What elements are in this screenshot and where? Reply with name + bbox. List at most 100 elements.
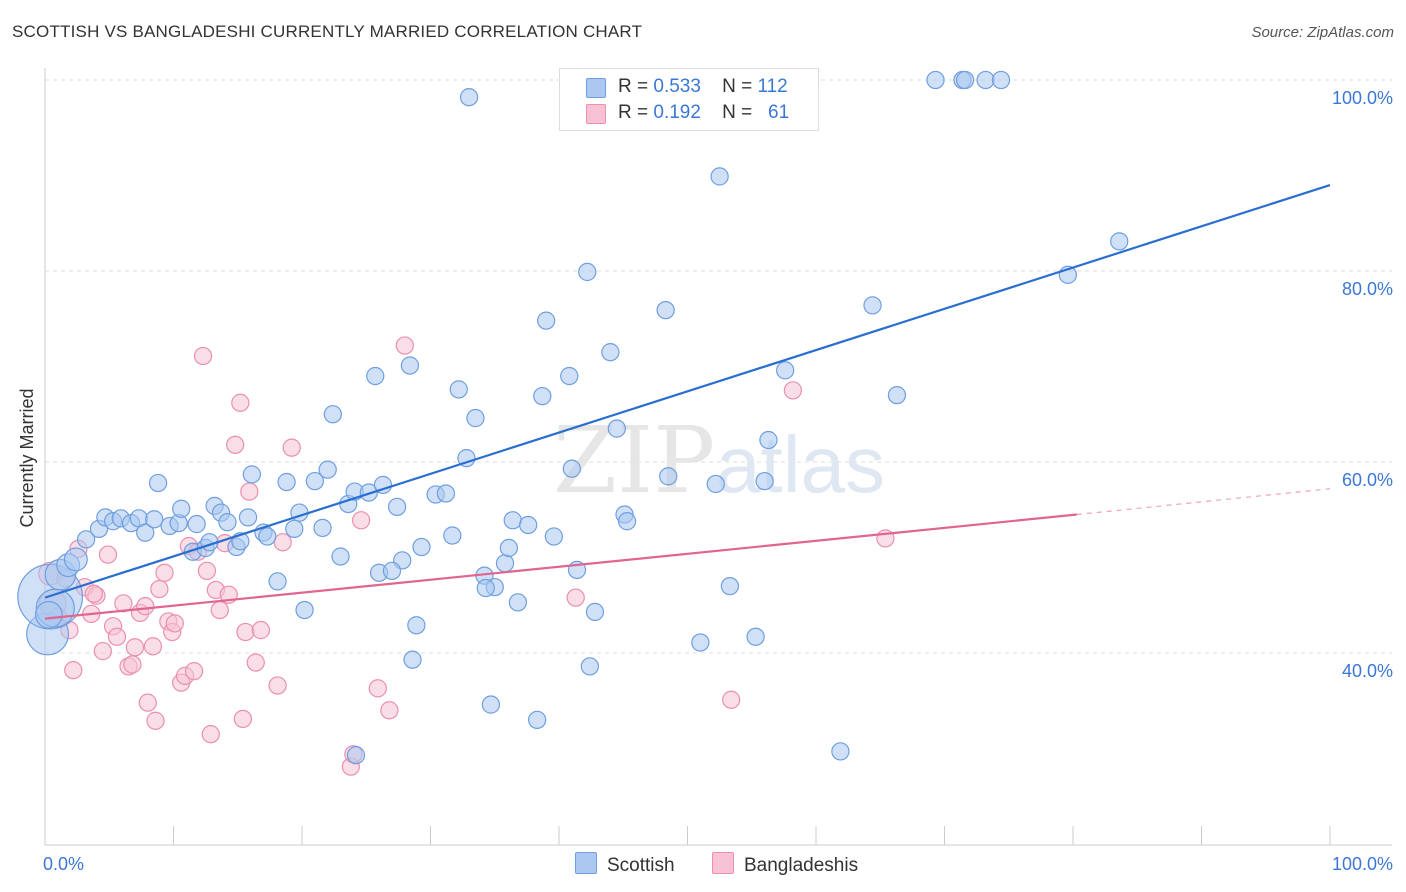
- bangladeshi-point: [395, 336, 414, 355]
- legend-item-scottish[interactable]: Scottish: [575, 852, 675, 877]
- scottish-point: [544, 527, 564, 546]
- bangladeshi-point: [210, 600, 229, 620]
- scottish-point: [318, 460, 337, 479]
- bangladeshi-point: [251, 620, 271, 640]
- bangladeshi-point: [136, 597, 155, 616]
- scottish-point: [457, 449, 476, 468]
- scottish-point: [295, 600, 314, 620]
- tick-labels: 40.0% 60.0% 80.0% 100.0% 0.0% 100.0%: [43, 88, 1393, 874]
- r-label: R =: [618, 76, 649, 97]
- source-label: Source: ZipAtlas.com: [1251, 24, 1394, 41]
- chart-title: SCOTTISH VS BANGLADESHI CURRENTLY MARRIE…: [12, 22, 643, 41]
- scottish-point: [136, 523, 155, 542]
- scottish-point: [366, 366, 385, 386]
- bangladeshi-point: [143, 637, 163, 656]
- scottish-point: [258, 527, 277, 546]
- bangladeshi-point: [566, 588, 585, 607]
- bangladeshi-point: [226, 435, 245, 454]
- scottish-point: [746, 627, 765, 646]
- series-legend: Scottish Bangladeshis: [0, 852, 1406, 878]
- scottish-point: [863, 296, 882, 315]
- scottish-point: [607, 419, 626, 438]
- r-value: 0.192: [653, 102, 701, 123]
- scottish-point: [238, 508, 258, 527]
- scottish-point: [323, 405, 342, 424]
- scottish-point: [976, 70, 995, 90]
- scottish-point: [755, 471, 774, 491]
- bangladeshi-point: [150, 579, 169, 599]
- bangladeshi-swatch: [712, 852, 734, 874]
- scottish-point: [710, 167, 729, 186]
- scottish-point: [459, 88, 479, 107]
- scottish-point: [76, 530, 96, 549]
- bangladeshi-point: [84, 584, 103, 603]
- axes: [44, 68, 1392, 846]
- y-tick-label: 40.0%: [1342, 661, 1393, 681]
- scottish-point: [578, 262, 597, 282]
- bangladeshi-point: [125, 638, 145, 657]
- bangladeshi-point: [231, 393, 250, 412]
- scottish-point: [776, 361, 795, 380]
- scottish-point: [562, 459, 581, 478]
- scottish-point: [277, 472, 296, 492]
- trend-lines: [44, 184, 1331, 620]
- legend-label-bangladeshis: Bangladeshis: [744, 855, 859, 876]
- scottish-point: [476, 578, 495, 598]
- scottish-point: [145, 510, 164, 529]
- bangladeshi-point: [240, 482, 259, 501]
- scottish-trend-line: [44, 184, 1331, 599]
- scottish-point: [313, 518, 332, 538]
- watermark-zip: ZIP: [553, 407, 715, 514]
- bangladeshi-point: [155, 563, 174, 582]
- scottish-point: [926, 70, 945, 90]
- scottish-point: [580, 657, 599, 676]
- y-tick-label: 80.0%: [1342, 279, 1393, 299]
- legend-item-bangladeshis[interactable]: Bangladeshis: [712, 852, 858, 877]
- scottish-point: [887, 386, 907, 405]
- r-value: 0.533: [653, 76, 701, 97]
- watermark-atlas: atlas: [716, 420, 885, 509]
- scottish-point: [331, 547, 350, 566]
- bangladeshi-point: [268, 676, 287, 695]
- scottish-point: [172, 499, 191, 518]
- legend-label-scottish: Scottish: [607, 855, 675, 876]
- scottish-point: [759, 430, 778, 450]
- scottish-point: [346, 746, 366, 765]
- bangladeshi-point: [93, 641, 112, 661]
- bangladeshi-trend-extension: [1076, 488, 1331, 516]
- bangladeshi-point: [273, 533, 292, 552]
- scottish-point: [148, 473, 168, 493]
- scottish-point: [449, 380, 468, 399]
- scottish-swatch: [586, 78, 606, 98]
- scottish-point: [503, 511, 522, 530]
- bangladeshi-point: [351, 511, 371, 530]
- n-value: 61: [768, 102, 790, 123]
- y-tick-label: 100.0%: [1332, 88, 1393, 108]
- bangladeshi-point: [380, 701, 399, 720]
- x-tick-label: 0.0%: [43, 854, 84, 874]
- scottish-point: [400, 356, 420, 375]
- scottish-point: [720, 577, 740, 596]
- scottish-swatch: [575, 852, 597, 874]
- scottish-point: [443, 526, 462, 545]
- scottish-point: [373, 475, 393, 495]
- scottish-point: [499, 538, 519, 558]
- bangladeshi-point: [201, 725, 220, 744]
- n-value: 112: [757, 76, 788, 97]
- bangladeshi-point: [233, 709, 253, 729]
- watermark: ZIP atlas: [553, 407, 885, 514]
- bangladeshi-trend-line: [44, 513, 1077, 620]
- bangladeshi-point: [64, 661, 83, 680]
- bangladeshi-point: [236, 622, 255, 642]
- n-label: N =: [722, 76, 753, 97]
- scottish-point: [659, 467, 678, 486]
- bangladeshi-point: [282, 438, 301, 457]
- scottish-point: [436, 484, 456, 503]
- bangladeshi-point: [138, 693, 157, 712]
- bangladeshi-point: [193, 346, 213, 366]
- scottish-point: [481, 695, 501, 714]
- scottish-point: [407, 616, 426, 635]
- bangladeshi-point: [184, 661, 204, 681]
- scottish-point: [466, 408, 485, 428]
- y-axis-label: Currently Married: [17, 388, 37, 527]
